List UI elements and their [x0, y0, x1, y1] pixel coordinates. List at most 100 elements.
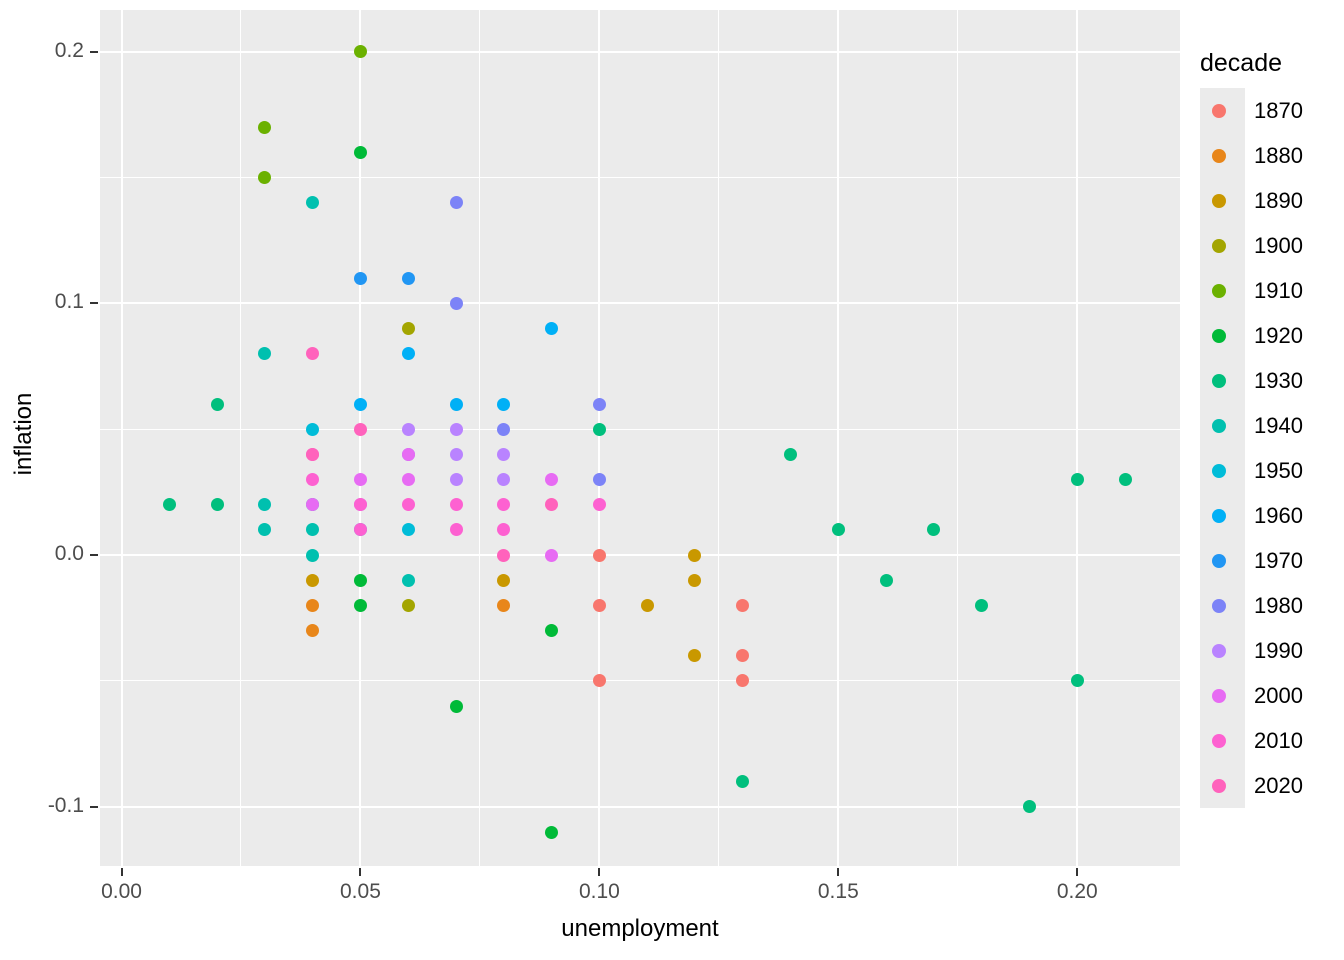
legend-key-swatch	[1196, 763, 1241, 808]
legend-key-background	[1200, 88, 1245, 808]
legend-item-1890[interactable]: 1890	[1196, 178, 1344, 223]
scatter-point	[784, 447, 798, 461]
legend-item-1970[interactable]: 1970	[1196, 538, 1344, 583]
x-tick-label: 0.10	[578, 880, 620, 903]
gridline-minor-horizontal	[100, 428, 1180, 430]
legend-item-1870[interactable]: 1870	[1196, 88, 1344, 133]
scatter-point	[210, 397, 224, 411]
legend-dot-icon	[1211, 598, 1226, 613]
scatter-point	[401, 573, 415, 587]
scatter-point	[545, 548, 559, 562]
x-tick-mark	[598, 868, 601, 876]
legend-key-swatch	[1196, 538, 1241, 583]
gridline-major-vertical	[120, 10, 123, 866]
y-tick-label: 0.0	[54, 542, 84, 566]
legend-dot-icon	[1211, 463, 1226, 478]
legend-item-label: 1930	[1254, 367, 1303, 393]
scatter-point	[306, 473, 320, 487]
scatter-point	[688, 548, 702, 562]
scatter-point	[449, 447, 463, 461]
scatter-point	[401, 498, 415, 512]
legend: decade 1870 1880 1890 1900 1910 1920 1930 1940 1…	[1196, 48, 1344, 808]
legend-title: decade	[1200, 49, 1283, 77]
scatter-point	[353, 145, 367, 159]
legend-item-label: 2000	[1254, 682, 1303, 708]
scatter-point	[306, 422, 320, 436]
scatter-point	[401, 447, 415, 461]
legend-item-1950[interactable]: 1950	[1196, 448, 1344, 493]
scatter-point	[1022, 800, 1036, 814]
legend-item-1920[interactable]: 1920	[1196, 313, 1344, 358]
y-tick-mark	[90, 302, 98, 305]
y-tick-label: 0.2	[54, 38, 84, 62]
scatter-point	[258, 120, 272, 134]
scatter-point	[306, 196, 320, 210]
legend-key-swatch	[1196, 88, 1241, 133]
legend-item-label: 1960	[1254, 502, 1303, 528]
scatter-point	[497, 548, 511, 562]
gridline-major-vertical	[837, 10, 840, 866]
x-tick-label: 0.00	[101, 880, 142, 903]
legend-key-swatch	[1196, 403, 1241, 448]
scatter-point	[306, 548, 320, 562]
x-tick-label: 0.05	[340, 880, 381, 903]
scatter-point	[497, 447, 511, 461]
legend-item-1980[interactable]: 1980	[1196, 583, 1344, 628]
legend-item-1910[interactable]: 1910	[1196, 268, 1344, 313]
x-tick-mark	[1076, 868, 1079, 876]
gridline-major-vertical	[359, 10, 362, 866]
legend-item-label: 2010	[1254, 727, 1303, 753]
legend-item-label: 1950	[1254, 457, 1303, 483]
legend-item-1900[interactable]: 1900	[1196, 223, 1344, 268]
scatter-point	[353, 397, 367, 411]
legend-dot-icon	[1211, 283, 1226, 298]
legend-key-swatch	[1196, 493, 1241, 538]
scatter-point	[353, 45, 367, 59]
scatter-point	[258, 523, 272, 537]
legend-item-1930[interactable]: 1930	[1196, 358, 1344, 403]
scatter-point	[497, 523, 511, 537]
scatter-point	[353, 422, 367, 436]
legend-item-2000[interactable]: 2000	[1196, 673, 1344, 718]
legend-item-2020[interactable]: 2020	[1196, 763, 1344, 808]
legend-dot-icon	[1211, 733, 1226, 748]
legend-dot-icon	[1211, 148, 1226, 163]
scatter-point	[353, 473, 367, 487]
legend-key-swatch	[1196, 628, 1241, 673]
x-tick-mark	[359, 868, 362, 876]
scatter-point	[306, 347, 320, 361]
legend-key-swatch	[1196, 178, 1241, 223]
scatter-point	[401, 473, 415, 487]
legend-item-1940[interactable]: 1940	[1196, 403, 1344, 448]
scatter-point	[927, 523, 941, 537]
legend-key-swatch	[1196, 133, 1241, 178]
legend-dot-icon	[1211, 238, 1226, 253]
legend-item-2010[interactable]: 2010	[1196, 718, 1344, 763]
legend-item-1960[interactable]: 1960	[1196, 493, 1344, 538]
scatter-point	[449, 498, 463, 512]
gridline-major-horizontal	[100, 805, 1180, 808]
gridline-minor-vertical	[479, 10, 481, 866]
legend-key-swatch	[1196, 313, 1241, 358]
scatter-point	[353, 271, 367, 285]
scatter-point	[449, 422, 463, 436]
scatter-point	[545, 498, 559, 512]
legend-item-label: 1920	[1254, 322, 1303, 348]
legend-item-label: 1980	[1254, 592, 1303, 618]
gridline-major-vertical	[598, 10, 601, 866]
scatter-point	[545, 321, 559, 335]
scatter-point	[306, 523, 320, 537]
scatter-point	[353, 598, 367, 612]
scatter-point	[449, 196, 463, 210]
scatter-point	[736, 649, 750, 663]
legend-item-1880[interactable]: 1880	[1196, 133, 1344, 178]
gridline-major-horizontal	[100, 302, 1180, 305]
scatter-point	[306, 624, 320, 638]
legend-item-1990[interactable]: 1990	[1196, 628, 1344, 673]
legend-dot-icon	[1211, 553, 1226, 568]
legend-item-label: 1990	[1254, 637, 1303, 663]
gridline-major-vertical	[1076, 10, 1079, 866]
y-axis-title: inflation	[10, 392, 37, 476]
scatter-point	[1070, 674, 1084, 688]
scatter-point	[353, 498, 367, 512]
